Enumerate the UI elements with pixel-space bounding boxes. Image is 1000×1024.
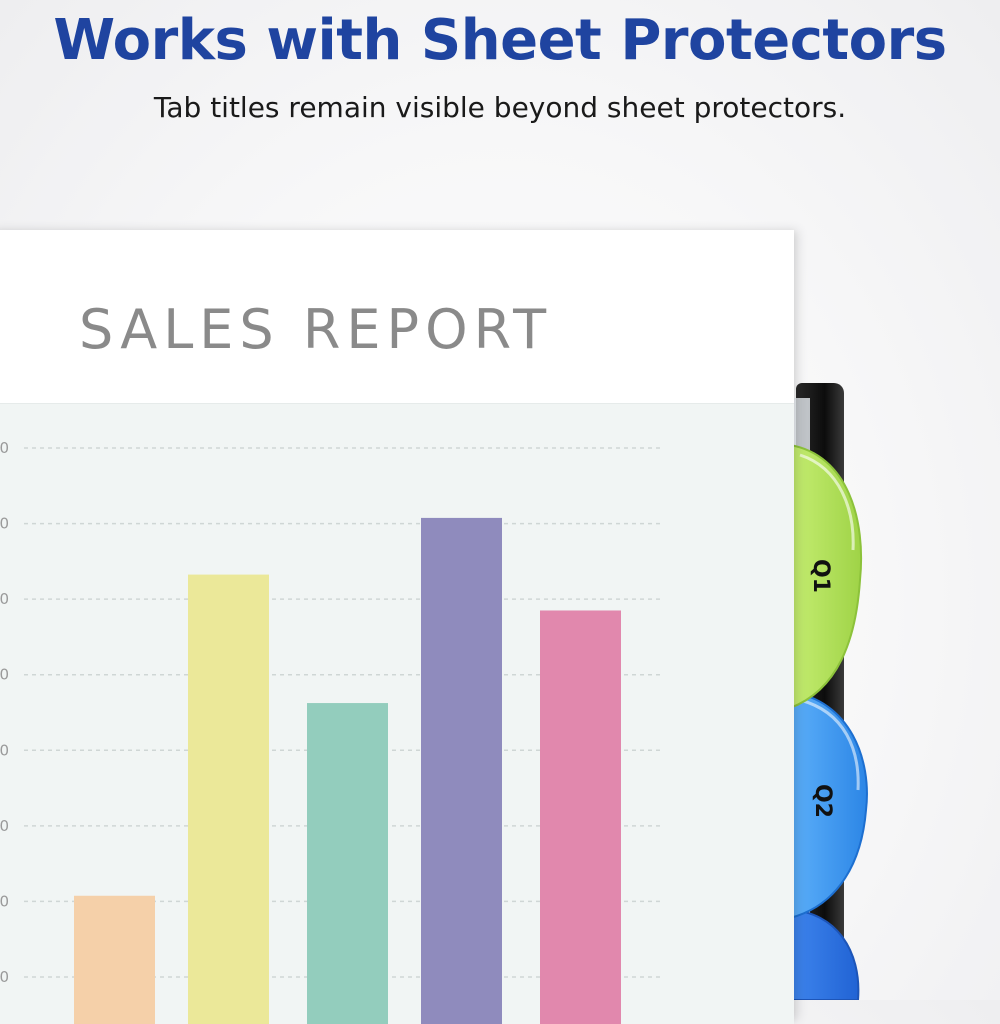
chart-panel: 00 00 00 00 00 00 00 00 (0, 403, 794, 1024)
divider-tabs: Q2 Q1 (789, 398, 868, 1000)
y-tick-label: 00 (0, 439, 9, 457)
report-sheet: SALES REPORT 00 00 00 00 00 00 00 00 (0, 230, 794, 1024)
headline: Works with Sheet Protectors (53, 8, 947, 73)
y-tick-label: 00 (0, 590, 9, 608)
tab-q2-label: Q2 (810, 784, 835, 818)
y-tick-label: 00 (0, 741, 9, 759)
y-tick-label: 00 (0, 892, 9, 910)
chart-bar-5 (540, 610, 621, 1024)
chart-bar-3 (307, 703, 388, 1024)
y-tick-label: 00 (0, 666, 9, 684)
y-tick-label: 00 (0, 817, 9, 835)
tab-q2[interactable]: Q2 (789, 690, 868, 920)
y-tick-label: 00 (0, 515, 9, 533)
sales-bar-chart: 00 00 00 00 00 00 00 00 (0, 439, 662, 1024)
chart-bar-1 (74, 895, 155, 1024)
tab-3[interactable] (789, 908, 860, 1000)
tab-q1-label: Q1 (808, 559, 833, 593)
y-tick-label: 00 (0, 968, 9, 986)
chart-bar-2 (188, 574, 269, 1024)
chart-bar-4 (421, 517, 502, 1024)
subheadline: Tab titles remain visible beyond sheet p… (153, 91, 847, 124)
tab-q1[interactable]: Q1 (789, 443, 863, 710)
report-title: SALES REPORT (79, 298, 553, 361)
